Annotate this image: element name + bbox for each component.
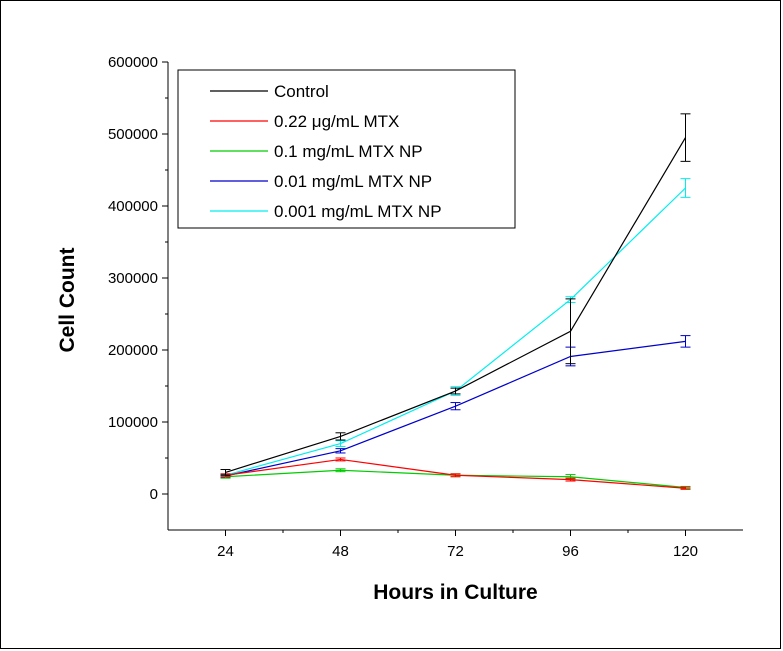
series-line — [225, 469, 686, 489]
x-tick-label: 24 — [217, 543, 234, 560]
error-bar — [335, 440, 346, 447]
series-1 — [220, 457, 691, 490]
legend-label: Control — [274, 82, 329, 101]
x-axis-title: Hours in Culture — [373, 581, 538, 604]
series-layer — [220, 113, 691, 490]
error-bar — [680, 335, 691, 348]
legend-label: 0.22 μg/mL MTX — [274, 112, 399, 131]
y-tick-label: 100000 — [108, 414, 158, 431]
legend-label: 0.01 mg/mL MTX NP — [274, 172, 432, 191]
error-bar — [450, 402, 461, 411]
series-2 — [220, 468, 691, 490]
error-bar — [335, 432, 346, 441]
error-bar — [680, 486, 691, 490]
y-tick-label: 500000 — [108, 126, 158, 143]
y-tick-label: 0 — [150, 486, 158, 503]
error-bar — [335, 468, 346, 473]
y-tick-label: 200000 — [108, 342, 158, 359]
error-bar — [450, 473, 461, 478]
error-bar — [680, 178, 691, 198]
axes: 0 100000 200000 300000 400000 500000 600000 24 4… — [108, 54, 743, 560]
x-tick-label: 48 — [332, 543, 349, 560]
legend-box — [177, 69, 516, 229]
error-bar — [335, 457, 346, 462]
y-tick-label: 300000 — [108, 270, 158, 287]
x-tick-label: 96 — [562, 543, 579, 560]
error-bar — [335, 448, 346, 454]
error-bar — [450, 387, 461, 395]
x-tick-label: 72 — [447, 543, 464, 560]
series-line — [225, 187, 686, 476]
legend-label: 0.001 mg/mL MTX NP — [274, 202, 442, 221]
y-axis-title: Cell Count — [56, 248, 79, 353]
x-tick-label: 120 — [673, 543, 698, 560]
error-bar — [565, 477, 576, 482]
error-bar — [220, 469, 231, 476]
legend: Control 0.22 μg/mL MTX 0.1 mg/mL MTX NP 0.0… — [177, 69, 516, 229]
y-tick-label: 400000 — [108, 198, 158, 215]
series-0 — [220, 113, 691, 476]
error-bar — [565, 298, 576, 365]
error-bar — [680, 113, 691, 162]
legend-label: 0.1 mg/mL MTX NP — [274, 142, 423, 161]
y-tick-label: 600000 — [108, 54, 158, 71]
series-3 — [220, 335, 691, 478]
